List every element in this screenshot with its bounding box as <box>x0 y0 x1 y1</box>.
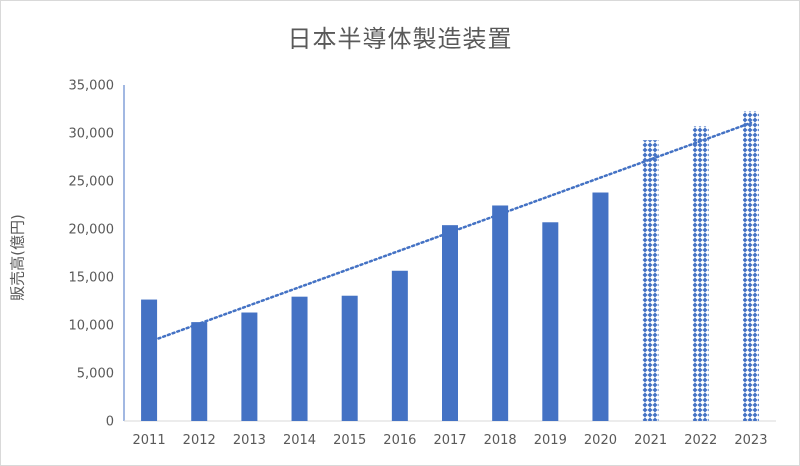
x-tick-label: 2012 <box>183 433 216 448</box>
chart-title: 日本半導体製造装置 <box>287 25 513 53</box>
x-tick-label: 2022 <box>684 433 717 448</box>
y-tick-label: 15,000 <box>69 271 115 286</box>
bar-2019 <box>542 222 559 421</box>
x-tick-label: 2014 <box>283 433 316 448</box>
x-tick-label: 2018 <box>484 433 517 448</box>
y-tick-label: 20,000 <box>69 223 115 238</box>
bar-2011 <box>141 299 158 421</box>
bars <box>141 111 759 422</box>
bar-forecast-2022 <box>692 126 709 421</box>
bar-forecast-2023 <box>742 111 759 422</box>
bar-2012 <box>191 322 208 421</box>
bar-2015 <box>341 295 358 421</box>
x-tick-label: 2011 <box>133 433 166 448</box>
x-tick-label: 2020 <box>584 433 617 448</box>
bar-2013 <box>241 312 258 421</box>
y-tick-label: 0 <box>106 415 114 430</box>
bar-2014 <box>291 296 308 421</box>
y-axis-ticks: 0 5,000 10,000 15,000 20,000 25,000 30,000 35,0… <box>69 79 115 430</box>
y-tick-label: 30,000 <box>69 127 115 142</box>
x-tick-label: 2023 <box>734 433 767 448</box>
bar-2017 <box>442 225 458 421</box>
x-tick-label: 2013 <box>233 433 266 448</box>
bar-2020 <box>592 192 609 421</box>
y-tick-label: 10,000 <box>69 319 115 334</box>
x-tick-label: 2019 <box>534 433 567 448</box>
trendline <box>147 121 753 344</box>
x-tick-label: 2016 <box>383 433 416 448</box>
x-tick-label: 2021 <box>634 433 667 448</box>
bar-2018 <box>492 205 509 421</box>
bar-forecast-2021 <box>642 140 659 421</box>
y-tick-label: 5,000 <box>77 367 114 382</box>
x-tick-label: 2017 <box>433 433 466 448</box>
bar-2016 <box>391 270 408 421</box>
y-tick-label: 35,000 <box>69 79 115 94</box>
x-tick-label: 2015 <box>333 433 366 448</box>
x-axis-ticks: 2011 2012 2013 2014 2015 2016 2017 2018 2019 2020… <box>133 433 768 448</box>
y-tick-label: 25,000 <box>69 175 115 190</box>
